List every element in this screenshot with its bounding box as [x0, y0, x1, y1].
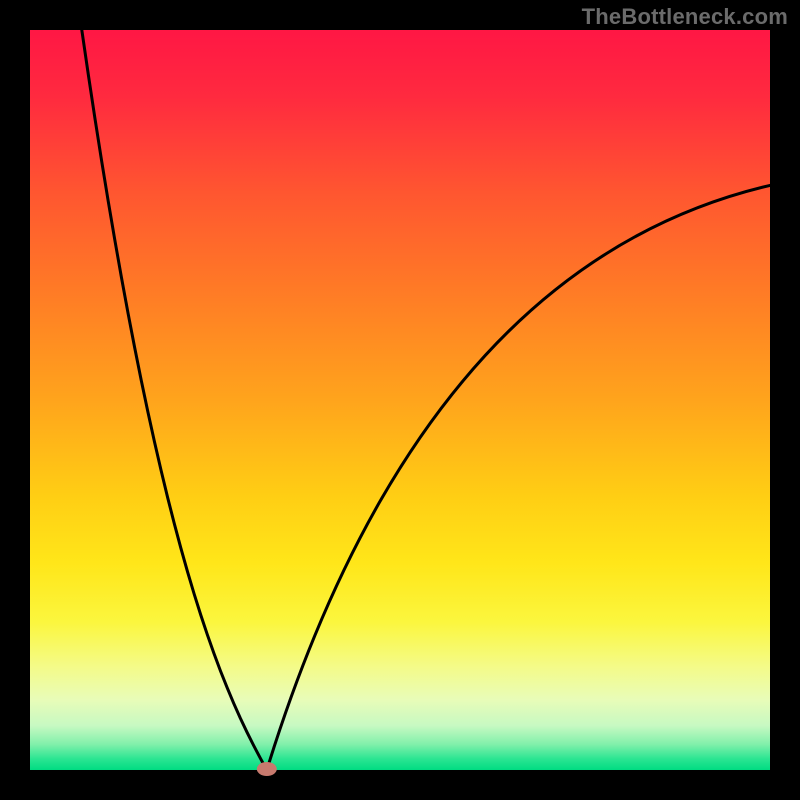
watermark-text: TheBottleneck.com [582, 4, 788, 30]
plot-rect [30, 30, 770, 770]
chart-root: TheBottleneck.com [0, 0, 800, 800]
minimum-marker [257, 762, 277, 776]
chart-svg [0, 0, 800, 800]
